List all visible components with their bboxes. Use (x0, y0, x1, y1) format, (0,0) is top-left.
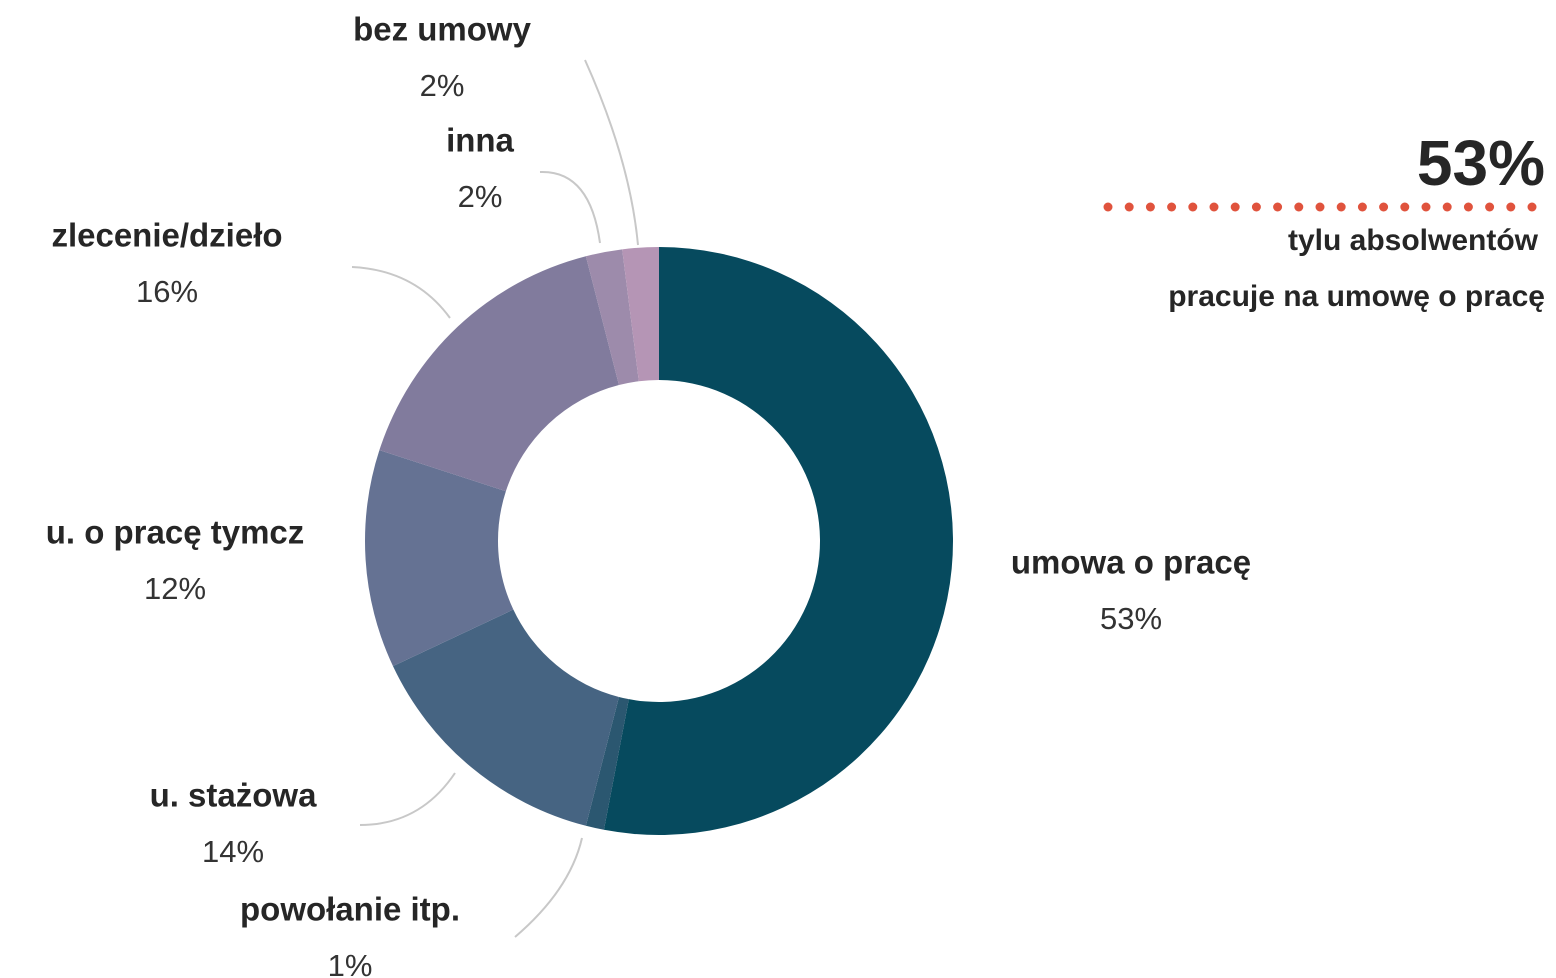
slice-value: 1% (328, 948, 373, 978)
callout-dot (1167, 202, 1177, 212)
callout-dot (1463, 202, 1473, 212)
leader-line (359, 772, 456, 826)
callout-value: 53% (1417, 127, 1545, 199)
callout-dot (1315, 202, 1325, 212)
callout-dot (1230, 202, 1240, 212)
callout-dot (1251, 202, 1261, 212)
callout-dot (1273, 202, 1283, 212)
slice-label: u. stażowa (150, 777, 318, 814)
donut-slice (365, 450, 514, 667)
callout-dot (1400, 202, 1410, 212)
slice-label: u. o pracę tymcz (46, 514, 305, 551)
donut-slice (392, 609, 619, 826)
slice-value: 2% (458, 179, 503, 214)
leader-line (351, 266, 451, 319)
callout-dot (1145, 202, 1155, 212)
donut-slice (585, 696, 629, 830)
leader-line (584, 59, 639, 246)
callout-dot (1188, 202, 1198, 212)
slice-value: 53% (1100, 601, 1162, 636)
slice-label: inna (446, 122, 514, 159)
leader-line (514, 837, 583, 938)
callout-dot (1506, 202, 1516, 212)
callout-dot (1209, 202, 1219, 212)
slice-label: zlecenie/dzieło (51, 217, 282, 254)
callout-dot (1294, 202, 1304, 212)
slice-value: 12% (144, 571, 206, 606)
slice-label: powołanie itp. (240, 891, 460, 928)
slice-label: umowa o pracę (1011, 544, 1251, 581)
callout-line: tylu absolwentów (1288, 224, 1539, 257)
callout-dot (1442, 202, 1452, 212)
callout-dot (1379, 202, 1389, 212)
leader-line (539, 170, 601, 244)
callout-dot (1103, 202, 1113, 212)
callout-dot (1124, 202, 1134, 212)
slice-label: bez umowy (353, 11, 532, 48)
callout-dot (1357, 202, 1367, 212)
slice-value: 2% (420, 68, 465, 103)
donut-slice (622, 247, 659, 382)
donut-slice (603, 247, 953, 835)
slice-value: 14% (202, 834, 264, 869)
callout-dot (1485, 202, 1495, 212)
callout-line: pracuje na umowę o pracę (1168, 280, 1545, 313)
callout-dot (1527, 202, 1537, 212)
callout-dot (1336, 202, 1346, 212)
callout-dot (1421, 202, 1431, 212)
donut-slice (585, 249, 639, 386)
slice-value: 16% (136, 274, 198, 309)
donut-slice (379, 256, 619, 492)
